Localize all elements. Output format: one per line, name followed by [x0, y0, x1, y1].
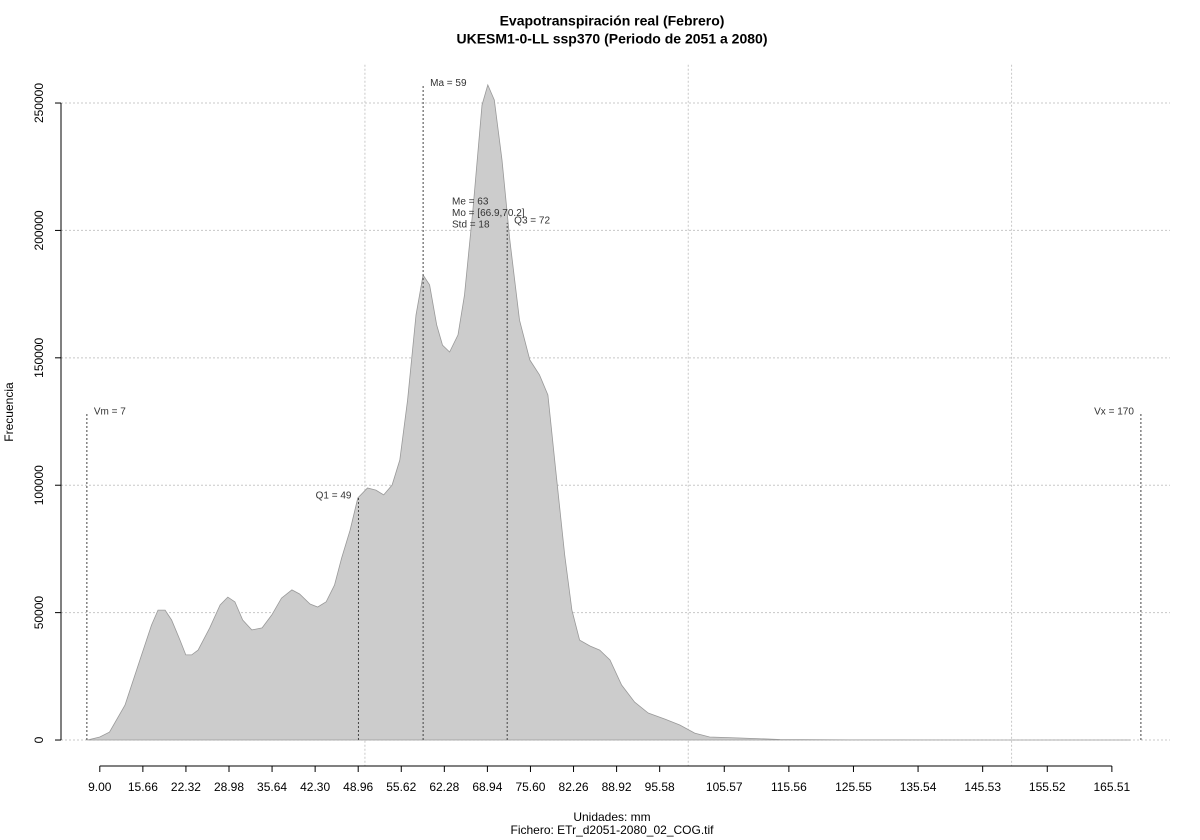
- x-tick-label: 55.62: [386, 780, 416, 794]
- annotation-label: Vm = 7: [94, 407, 126, 418]
- x-tick-label: 165.51: [1094, 780, 1131, 794]
- x-tick-label: 135.54: [900, 780, 937, 794]
- x-tick-label: 95.58: [645, 780, 675, 794]
- y-tick-label: 50000: [32, 596, 46, 630]
- x-tick-label: 35.64: [257, 780, 287, 794]
- x-tick-label: 9.00: [88, 780, 112, 794]
- annotation-label: Vx = 170: [1094, 407, 1134, 418]
- x-tick-label: 82.26: [559, 780, 589, 794]
- y-tick-label: 0: [32, 736, 46, 743]
- y-tick-label: 150000: [32, 337, 46, 377]
- x-tick-label: 42.30: [300, 780, 330, 794]
- stats-label: Mo = [66.9,70.2]: [452, 208, 525, 219]
- caption: Fichero: ETr_d2051-2080_02_COG.tif: [511, 823, 715, 837]
- x-tick-label: 145.53: [964, 780, 1001, 794]
- annotation-label: Q1 = 49: [316, 491, 352, 502]
- density-area: [86, 83, 1131, 741]
- y-tick-label: 100000: [32, 465, 46, 505]
- x-tick-label: 68.94: [472, 780, 502, 794]
- annotation-label: Ma = 59: [430, 78, 467, 89]
- x-tick-label: 48.96: [343, 780, 373, 794]
- chart-title: Evapotranspiración real (Febrero): [500, 13, 725, 29]
- x-tick-label: 75.60: [515, 780, 545, 794]
- stats-label: Std = 18: [452, 220, 490, 231]
- x-tick-label: 125.55: [835, 780, 872, 794]
- y-axis-label: Frecuencia: [2, 382, 16, 442]
- x-tick-label: 88.92: [602, 780, 632, 794]
- x-tick-label: 28.98: [214, 780, 244, 794]
- y-tick-label: 200000: [32, 210, 46, 250]
- x-tick-label: 62.28: [429, 780, 459, 794]
- chart-subtitle: UKESM1-0-LL ssp370 (Periodo de 2051 a 20…: [457, 31, 768, 47]
- x-tick-label: 115.56: [771, 780, 807, 794]
- stats-label: Me = 63: [452, 197, 489, 208]
- y-tick-label: 250000: [32, 83, 46, 123]
- annotation-label: Q3 = 72: [514, 215, 550, 226]
- x-tick-label: 105.57: [706, 780, 743, 794]
- x-tick-label: 22.32: [171, 780, 201, 794]
- x-axis-label: Unidades: mm: [573, 810, 650, 824]
- x-tick-label: 155.52: [1029, 780, 1066, 794]
- x-tick-label: 15.66: [128, 780, 158, 794]
